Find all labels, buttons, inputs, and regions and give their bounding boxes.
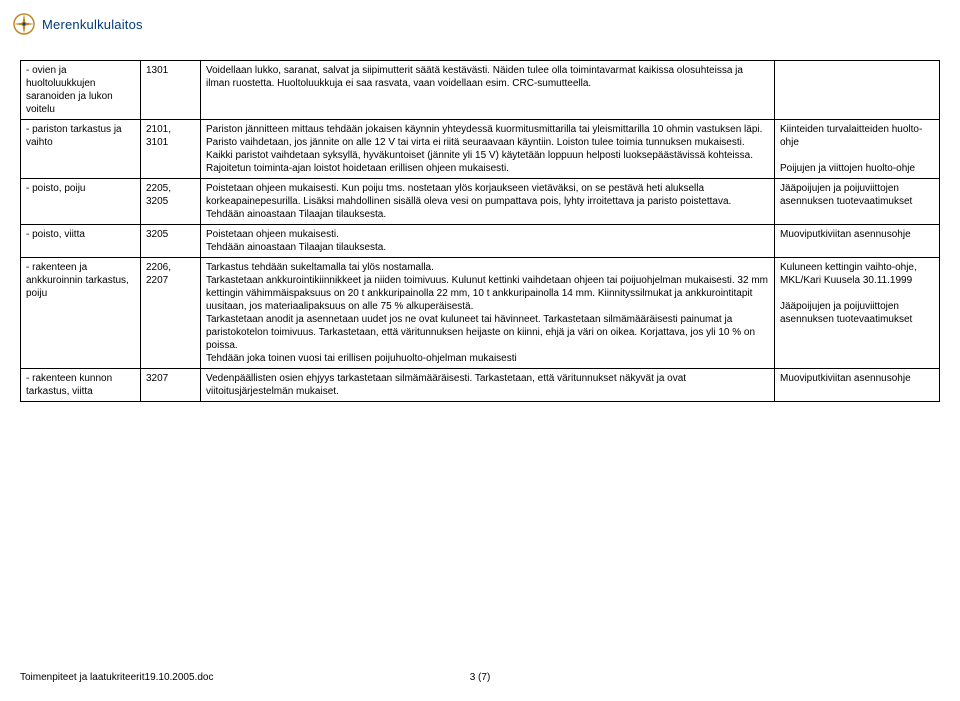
- table-cell: 1301: [141, 61, 201, 120]
- table-cell: Poistetaan ohjeen mukaisesti.Tehdään ain…: [201, 225, 775, 258]
- table-cell: Muoviputkiviitan asennusohje: [775, 369, 940, 402]
- main-table-container: - ovien ja huoltoluukkujen saranoiden ja…: [20, 60, 940, 402]
- table-cell: Kiinteiden turvalaitteiden huolto-ohjePo…: [775, 120, 940, 179]
- footer: Toimenpiteet ja laatukriteerit19.10.2005…: [20, 672, 940, 683]
- footer-page-number: 3 (7): [470, 672, 491, 683]
- table-cell: Tarkastus tehdään sukeltamalla tai ylös …: [201, 258, 775, 369]
- table-row: - rakenteen ja ankkuroinnin tarkastus, p…: [21, 258, 940, 369]
- procedures-table: - ovien ja huoltoluukkujen saranoiden ja…: [20, 60, 940, 402]
- table-row: - poisto, poiju2205, 3205Poistetaan ohje…: [21, 179, 940, 225]
- table-row: - poisto, viitta3205Poistetaan ohjeen mu…: [21, 225, 940, 258]
- table-cell: Voidellaan lukko, saranat, salvat ja sii…: [201, 61, 775, 120]
- table-cell: - ovien ja huoltoluukkujen saranoiden ja…: [21, 61, 141, 120]
- table-cell: - rakenteen ja ankkuroinnin tarkastus, p…: [21, 258, 141, 369]
- table-cell: Muoviputkiviitan asennusohje: [775, 225, 940, 258]
- table-cell: Kuluneen kettingin vaihto-ohje, MKL/Kari…: [775, 258, 940, 369]
- table-cell: - rakenteen kunnon tarkastus, viitta: [21, 369, 141, 402]
- brand-name: Merenkulkulaitos: [42, 17, 143, 32]
- table-cell: 2101, 3101: [141, 120, 201, 179]
- table-cell: - poisto, viitta: [21, 225, 141, 258]
- table-cell: 3207: [141, 369, 201, 402]
- table-cell: Poistetaan ohjeen mukaisesti. Kun poiju …: [201, 179, 775, 225]
- table-cell: 3205: [141, 225, 201, 258]
- table-cell: Jääpoijujen ja poijuviittojen asennuksen…: [775, 179, 940, 225]
- table-row: - ovien ja huoltoluukkujen saranoiden ja…: [21, 61, 940, 120]
- table-cell: - pariston tarkastus ja vaihto: [21, 120, 141, 179]
- table-cell: 2206, 2207: [141, 258, 201, 369]
- header: Merenkulkulaitos: [12, 12, 143, 36]
- footer-filename: Toimenpiteet ja laatukriteerit19.10.2005…: [20, 672, 213, 683]
- table-cell: 2205, 3205: [141, 179, 201, 225]
- table-cell: Vedenpäällisten osien ehjyys tarkastetaa…: [201, 369, 775, 402]
- table-row: - rakenteen kunnon tarkastus, viitta3207…: [21, 369, 940, 402]
- table-row: - pariston tarkastus ja vaihto2101, 3101…: [21, 120, 940, 179]
- table-cell: Pariston jännitteen mittaus tehdään joka…: [201, 120, 775, 179]
- table-cell: - poisto, poiju: [21, 179, 141, 225]
- compass-logo-icon: [12, 12, 36, 36]
- table-cell: [775, 61, 940, 120]
